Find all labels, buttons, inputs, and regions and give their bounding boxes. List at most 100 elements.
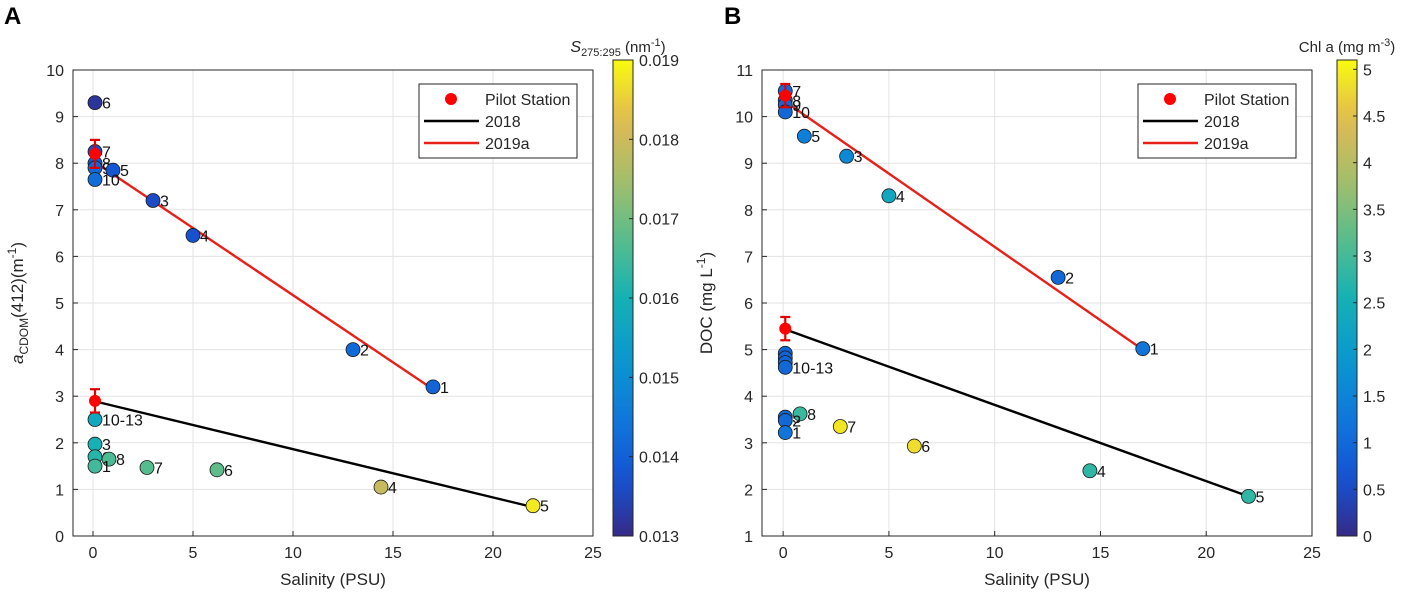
colorbar-tick-label: 0.018 [639,132,679,149]
point-label: 1 [440,380,449,397]
x-tick-label: 20 [1197,545,1215,562]
data-point [777,425,793,440]
data-point [139,460,155,475]
colorbar-tick-label: 0.015 [639,370,679,387]
point-label: 4 [896,189,905,206]
point-label: 4 [1097,464,1106,481]
y-axis-label: aCDOM(412)(m-1) [5,242,31,364]
legend-label: 2019a [485,136,530,153]
point-label: 8 [792,93,801,110]
x-tick-label: 5 [189,545,198,562]
colorbar-tick-label: 4.5 [1363,109,1385,126]
legend-label: 2018 [485,114,521,131]
x-tick-label: 15 [1092,545,1110,562]
legend: Pilot Station 2018 2019a [1137,83,1297,159]
point-label: 7 [154,460,163,477]
y-tick-label: 11 [736,63,753,80]
data-point [1135,341,1151,357]
x-axis-label: Salinity (PSU) [984,570,1090,589]
data-point [185,228,201,243]
data-point [832,419,848,434]
legend-marker [445,93,457,105]
fit-line-2018 [782,327,1249,498]
x-tick-label: 10 [986,545,1004,562]
grid [73,69,594,537]
colorbar-tick-label: 5 [1363,62,1372,79]
y-axis-label: DOC (mg L-1) [694,252,716,354]
legend-label: 2018 [1204,114,1240,131]
x-tick-label: 15 [384,545,402,562]
x-tick-label: 0 [89,545,98,562]
data-point [1050,269,1066,285]
colorbar-gradient [1336,59,1358,537]
y-tick-label: 4 [744,389,753,406]
pilot-station-point [779,322,792,335]
pilot-station-point [89,147,101,160]
y-tick-label: 10 [735,110,753,127]
legend-label: 2019a [1204,136,1249,153]
colorbar-tick-label: 0.014 [639,450,679,467]
point-label: 1 [1150,342,1159,359]
data-point [345,342,361,358]
legend-label: Pilot Station [1204,92,1289,109]
data-point [87,172,103,187]
colorbar-tick-label: 4 [1363,156,1372,173]
point-label: 7 [847,419,856,436]
point-label: 4 [200,228,209,245]
y-tick-label: 5 [55,296,64,313]
point-label: 4 [388,480,397,497]
data-point [425,379,441,395]
x-tick-label: 25 [584,545,602,562]
colorbar-tick-label: 2.5 [1363,296,1385,313]
data-point [105,162,121,178]
colorbar: 0.013 0.014 0.015 0.016 0.017 0.018 0.019S275:… [570,37,679,546]
point-label: 10 [102,173,120,190]
colorbar-tick-label: 0 [1363,529,1372,546]
legend: Pilot Station 2018 2019a [418,83,578,159]
colorbar-title: Chl a (mg m-3) [1299,37,1395,56]
colorbar-tick-label: 0.016 [639,291,679,308]
data-point [87,412,103,427]
legend-label: Pilot Station [485,92,570,109]
data-point [87,95,103,111]
point-label: 3 [854,149,863,166]
data-point [101,451,117,467]
y-tick-label: 8 [55,156,64,173]
point-label: 8 [807,407,816,424]
y-tick-label: 6 [55,249,64,266]
pilot-station-point [89,394,101,407]
point-label: 6 [224,463,233,480]
fit-line-2019a [782,99,1144,351]
point-label: 10-13 [102,413,143,430]
panel-letter: B [724,3,741,30]
point-label: 1 [792,426,801,443]
colorbar-tick-label: 0.013 [639,529,679,546]
x-tick-label: 10 [284,545,302,562]
data-point [87,458,103,474]
colorbar-tick-label: 2 [1363,342,1372,359]
y-tick-label: 1 [55,482,64,499]
x-tick-label: 25 [1303,545,1321,562]
colorbar-tick-label: 3.5 [1363,202,1385,219]
y-tick-label: 4 [55,343,64,360]
point-label: 6 [102,96,111,113]
data-point [906,438,922,454]
y-tick-label: 1 [744,529,753,546]
y-tick-label: 3 [55,389,64,406]
y-tick-label: 8 [744,203,753,220]
point-label: 2 [360,343,369,360]
colorbar-tick-label: 3 [1363,249,1372,266]
y-tick-label: 6 [744,296,753,313]
data-point [525,498,541,514]
y-tick-label: 0 [55,529,64,546]
x-tick-label: 0 [779,545,788,562]
data-point [1241,488,1256,504]
point-label: 5 [811,129,820,146]
data-point [796,128,812,144]
x-axis-label: Salinity (PSU) [280,570,386,589]
point-label: 3 [160,193,169,210]
point-label: 8 [116,452,125,469]
point-label: 6 [921,439,930,456]
